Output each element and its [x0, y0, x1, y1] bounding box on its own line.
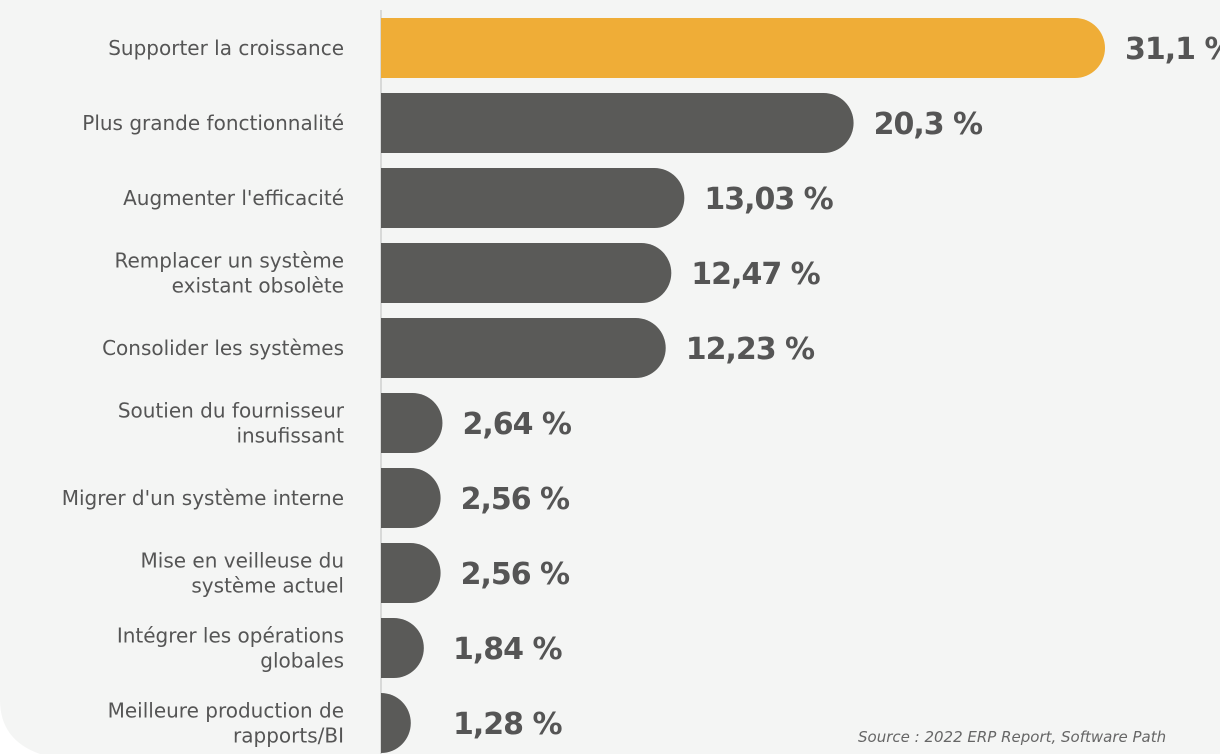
data-label: 13,03 % [704, 182, 833, 217]
category-label: globales [260, 649, 344, 673]
bar [381, 618, 424, 678]
data-label: 2,56 % [461, 557, 570, 592]
bar [381, 18, 1105, 78]
data-label: 20,3 % [874, 107, 983, 142]
data-label: 1,84 % [453, 632, 562, 667]
bar [381, 468, 441, 528]
category-label: système actuel [191, 574, 344, 598]
data-label: 1,28 % [453, 707, 562, 742]
bar [381, 393, 443, 453]
bar [381, 168, 685, 229]
category-label: Supporter la croissance [108, 36, 344, 60]
data-label: 31,1 % [1125, 32, 1220, 67]
category-label: Mise en veilleuse du [141, 549, 344, 573]
data-label: 2,64 % [462, 407, 571, 442]
category-label: Remplacer un système [115, 249, 345, 273]
category-label: Migrer d'un système interne [62, 486, 344, 510]
category-label: Plus grande fonctionnalité [82, 111, 344, 135]
category-label: Augmenter l'efficacité [123, 186, 344, 210]
bar [381, 243, 672, 303]
category-label: existant obsolète [172, 274, 344, 298]
data-label: 2,56 % [461, 482, 570, 517]
category-label: insufissant [236, 424, 344, 448]
bar [381, 93, 854, 153]
category-label: rapports/BI [233, 724, 344, 748]
category-label: Intégrer les opérations [117, 624, 344, 648]
data-label: 12,47 % [691, 257, 820, 292]
category-label: Consolider les systèmes [102, 336, 344, 360]
category-label: Meilleure production de [108, 699, 344, 723]
bar [381, 318, 666, 378]
source-note: Source : 2022 ERP Report, Software Path [858, 728, 1167, 746]
bar [381, 693, 411, 753]
bar [381, 543, 441, 603]
data-label: 12,23 % [686, 332, 815, 367]
category-label: Soutien du fournisseur [118, 399, 345, 423]
